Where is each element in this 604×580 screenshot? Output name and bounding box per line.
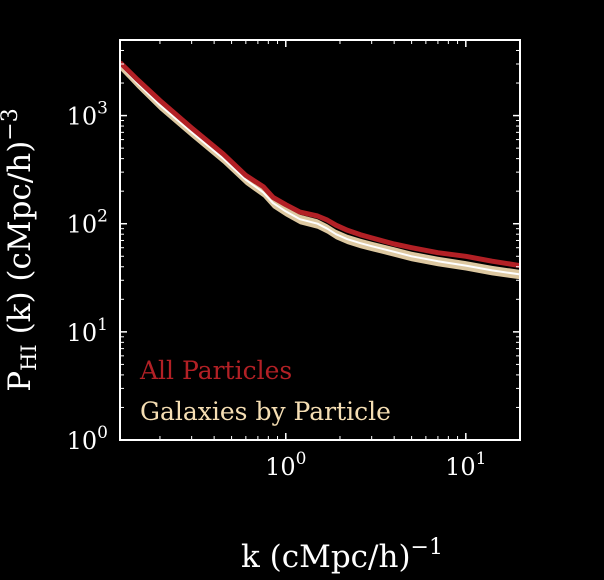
- x-tick-label: 100: [265, 449, 306, 481]
- series-line-0: [120, 60, 520, 269]
- series-line-1: [120, 64, 520, 276]
- y-axis-label: PHI (k) (cMpc/h)−3: [0, 108, 41, 392]
- y-tick-label: 102: [67, 207, 108, 239]
- y-tick-label: 100: [67, 423, 108, 455]
- legend: All Particles Galaxies by Particle: [139, 356, 391, 426]
- legend-label: All Particles: [139, 356, 292, 385]
- y-tick-label: 103: [67, 99, 108, 131]
- series-layer: [120, 60, 520, 280]
- x-tick-label: 101: [445, 449, 486, 481]
- ticks-layer: 100 101 100 101 102 103: [67, 39, 521, 481]
- y-tick-label: 101: [67, 315, 108, 347]
- legend-label: Galaxies by Particle: [140, 397, 391, 426]
- axis-labels: k (cMpc/h)−1 PHI (k) (cMpc/h)−3: [0, 108, 443, 575]
- x-axis-label: k (cMpc/h)−1: [241, 535, 443, 575]
